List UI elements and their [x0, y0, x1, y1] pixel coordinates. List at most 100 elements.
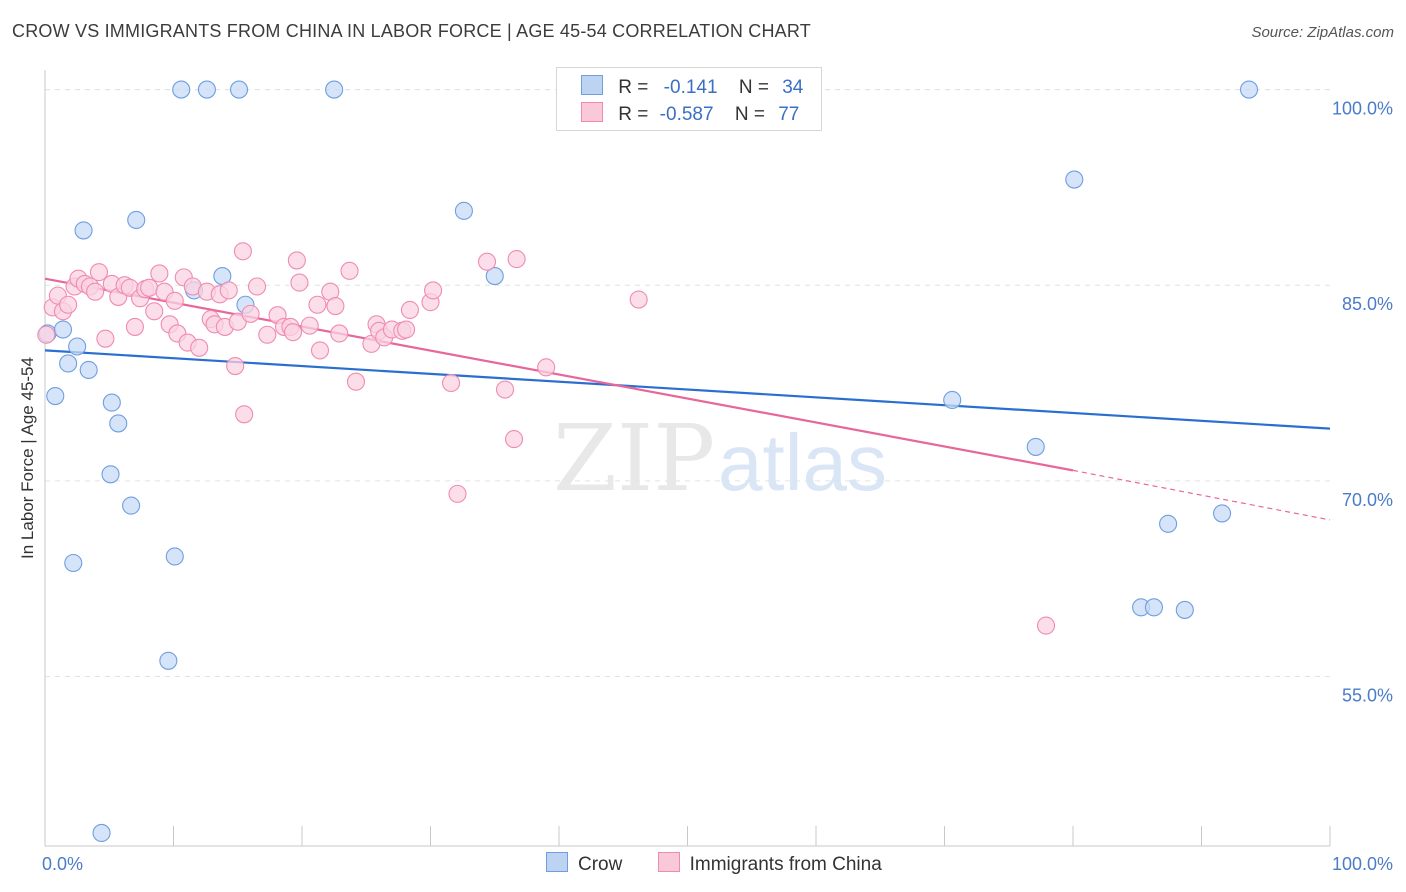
china-point: [537, 358, 556, 377]
china-point: [424, 281, 443, 300]
crow-point: [1159, 514, 1178, 533]
china-point: [145, 302, 164, 321]
crow-point: [1026, 437, 1045, 456]
gridlines: [45, 89, 1330, 677]
data-points: [37, 80, 1259, 843]
china-point: [233, 242, 252, 261]
y-tick-label: 85.0%: [1342, 294, 1393, 314]
china-point: [507, 250, 526, 269]
r-label: R =: [618, 77, 649, 98]
crow-point: [1213, 504, 1232, 523]
legend-label-crow: Crow: [578, 854, 623, 875]
watermark-zip: ZIP: [553, 405, 715, 512]
china-point: [241, 304, 260, 323]
china-point: [326, 297, 345, 316]
china-point: [96, 329, 115, 348]
crow-point: [59, 354, 78, 373]
crow-point: [1239, 80, 1259, 99]
china-point: [400, 300, 419, 320]
crow-point: [1175, 600, 1194, 619]
crow-point: [172, 80, 191, 99]
china-point: [397, 320, 416, 339]
china-point: [1036, 616, 1056, 635]
china-point: [290, 273, 309, 292]
china-trend-extension: [1072, 469, 1331, 521]
china-point: [235, 405, 254, 424]
china-trend-line: [44, 277, 1074, 472]
crow-point: [64, 553, 83, 573]
trend-lines: [44, 277, 1331, 521]
china-point: [140, 278, 159, 297]
crow-point: [1065, 170, 1084, 189]
tick-labels: 100.0% 85.0% 70.0% 55.0% 0.0% 100.0%: [42, 99, 1393, 874]
series-legend: Crow Immigrants from China: [546, 852, 912, 876]
legend-item-crow: Crow: [546, 852, 622, 876]
r-value: -0.587: [659, 104, 714, 125]
china-point: [308, 295, 327, 314]
crow-point: [229, 80, 249, 99]
crow-point: [92, 823, 111, 843]
crow-point: [46, 387, 65, 406]
china-point: [59, 295, 78, 314]
n-label: N =: [738, 77, 769, 98]
china-point: [330, 324, 349, 343]
crow-point: [109, 414, 128, 433]
china-point: [190, 338, 209, 357]
watermark: ZIP atlas: [553, 405, 887, 512]
n-value: 34: [782, 77, 804, 98]
crow-point: [165, 547, 184, 566]
crow-point: [159, 651, 178, 670]
china-point: [86, 282, 105, 301]
crow-swatch-icon: [546, 852, 568, 872]
china-point: [258, 325, 277, 344]
crow-point: [102, 393, 121, 412]
china-point: [346, 372, 366, 391]
crow-point: [68, 337, 87, 356]
watermark-atlas: atlas: [718, 418, 887, 507]
china-point: [477, 252, 497, 271]
legend-row-crow: R = -0.141 N = 34: [581, 75, 803, 99]
x-tick-label-max: 100.0%: [1332, 854, 1393, 874]
china-point: [495, 380, 515, 399]
china-point: [310, 341, 330, 360]
china-point: [150, 264, 169, 283]
china-point: [125, 317, 144, 336]
axes: [44, 70, 1331, 847]
china-point: [504, 430, 524, 449]
crow-point: [101, 465, 120, 484]
r-label: R =: [618, 104, 649, 125]
crow-point: [454, 201, 473, 220]
china-point: [37, 325, 56, 344]
china-point: [283, 323, 303, 342]
china-point: [442, 373, 461, 393]
china-point: [219, 281, 238, 300]
series-china: [37, 242, 1056, 635]
china-point: [340, 261, 359, 280]
crow-point: [943, 390, 962, 410]
china-swatch-icon: [581, 102, 603, 122]
crow-point: [53, 320, 73, 339]
y-tick-label: 100.0%: [1332, 99, 1393, 119]
china-point: [226, 357, 245, 376]
china-point: [89, 263, 109, 282]
legend-row-china: R = -0.587 N = 77: [581, 102, 799, 126]
crow-swatch-icon: [581, 75, 603, 95]
y-tick-label: 55.0%: [1342, 685, 1393, 705]
crow-point: [74, 221, 93, 240]
crow-point: [79, 360, 98, 380]
china-point: [247, 277, 267, 296]
chart-title: CROW VS IMMIGRANTS FROM CHINA IN LABOR F…: [12, 21, 811, 41]
china-point: [629, 290, 648, 309]
china-swatch-icon: [657, 852, 680, 872]
crow-point: [1144, 598, 1164, 617]
n-label: N =: [734, 104, 765, 125]
crow-point: [127, 210, 146, 230]
crow-point: [485, 267, 504, 286]
y-tick-label: 70.0%: [1342, 490, 1393, 510]
crow-trend-line: [44, 349, 1331, 430]
source-note: Source: ZipAtlas.com: [1251, 24, 1394, 41]
china-point: [287, 251, 306, 270]
x-tick-label-min: 0.0%: [42, 854, 83, 874]
crow-point: [122, 496, 141, 515]
